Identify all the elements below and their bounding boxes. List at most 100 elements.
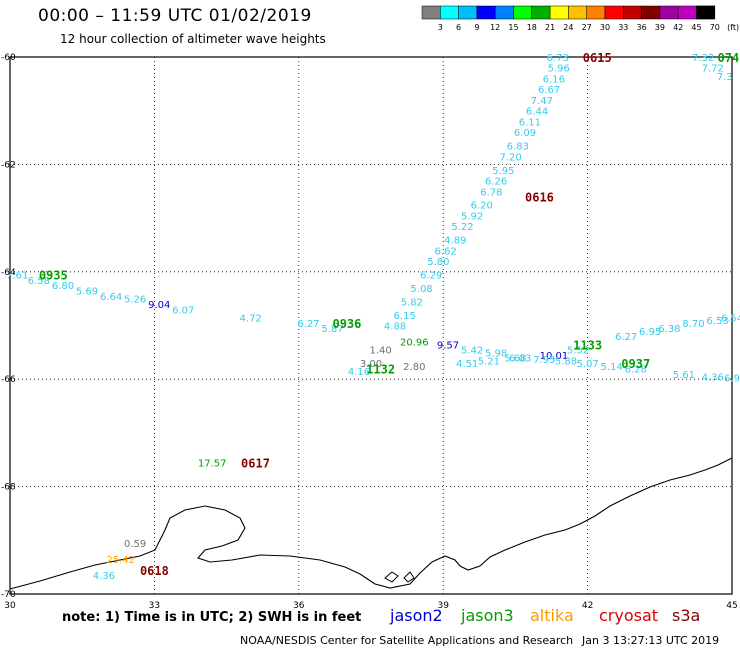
x-tick-label: 36 xyxy=(293,601,305,611)
swh-value: 8.70 xyxy=(682,319,704,330)
colorbar-label: 12 xyxy=(490,23,500,32)
swh-value: 4.89 xyxy=(444,236,466,247)
swh-value: 5.07 xyxy=(576,359,598,370)
colorbar-label: 33 xyxy=(618,23,628,32)
swh-value: 10.01 xyxy=(540,351,569,362)
y-tick-label: -64 xyxy=(1,268,16,278)
swh-value: 5.21 xyxy=(478,356,500,367)
legend-jason3: jason3 xyxy=(461,606,514,625)
chart-title: 00:00 – 11:59 UTC 01/02/2019 xyxy=(38,6,312,26)
colorbar-swatch xyxy=(586,5,606,20)
colorbar-swatch xyxy=(494,5,514,20)
colorbar-label: 30 xyxy=(600,23,610,32)
pass-time-label: 0935 xyxy=(39,268,68,282)
coastline-island xyxy=(384,571,415,583)
swh-value: 4.72 xyxy=(240,313,262,324)
swh-value: 6.83 xyxy=(507,142,529,153)
swh-value: 5.92 xyxy=(461,211,483,222)
swh-value: 5.68 xyxy=(504,354,526,365)
swh-value: 6.44 xyxy=(526,107,548,118)
colorbar-label: 45 xyxy=(691,23,701,32)
swh-value: 7.95 xyxy=(533,355,555,366)
colorbar-swatch xyxy=(531,5,551,20)
credit: NOAA/NESDIS Center for Satellite Applica… xyxy=(240,634,574,647)
pass-time-label: 0616 xyxy=(525,191,554,205)
swh-value: 5.80 xyxy=(427,257,449,268)
swh-value: 5.69 xyxy=(76,287,98,298)
swh-value: 20.96 xyxy=(400,338,429,349)
swh-value: 6.80 xyxy=(52,281,74,292)
swh-value: 6.67 xyxy=(538,85,560,96)
swh-value: 0.59 xyxy=(124,539,146,550)
swh-value: 6.58 xyxy=(28,276,50,287)
colorbar-swatch xyxy=(549,5,569,20)
legend-jason2: jason2 xyxy=(390,606,443,625)
swh-value: 5.82 xyxy=(401,297,423,308)
pass-time-label: 0937 xyxy=(621,357,650,371)
x-tick-label: 39 xyxy=(437,601,449,611)
swh-value: 6.27 xyxy=(615,332,637,343)
colorbar-label: 9 xyxy=(474,23,479,32)
pass-time-label: 0617 xyxy=(241,456,270,470)
colorbar-label: 6 xyxy=(456,23,461,32)
x-tick-label: 42 xyxy=(582,601,593,611)
swh-value: 6.20 xyxy=(471,201,493,212)
swh-value: 6.78 xyxy=(480,187,502,198)
swh-value: 6.95 xyxy=(639,327,661,338)
colorbar-label: (ft) xyxy=(727,23,739,32)
colorbar-swatch xyxy=(623,5,642,20)
legend-cryosat: cryosat xyxy=(599,606,659,625)
swh-value: 6.9 xyxy=(724,374,740,385)
y-tick-label: -70 xyxy=(1,590,16,600)
pass-time-label: 0615 xyxy=(583,51,612,65)
y-tick-label: -62 xyxy=(1,160,16,170)
swh-value: 6.73 xyxy=(547,53,569,64)
swh-value: 9.04 xyxy=(148,300,170,311)
swh-value: 6.29 xyxy=(420,270,442,281)
swh-value: 2.80 xyxy=(403,362,425,373)
colorbar-swatch xyxy=(476,5,496,20)
colorbar-label: 70 xyxy=(710,23,720,32)
swh-value: 5.96 xyxy=(548,64,570,75)
colorbar-swatch xyxy=(641,5,661,20)
swh-value: 7.32 xyxy=(692,53,714,64)
chart-subtitle: 12 hour collection of altimeter wave hei… xyxy=(60,32,326,46)
swh-value: 6.27 xyxy=(297,319,319,330)
colorbar-swatch xyxy=(568,5,587,20)
colorbar-label: 42 xyxy=(673,23,683,32)
swh-value: 6.62 xyxy=(434,246,456,257)
swh-value: 17.57 xyxy=(198,458,227,469)
swh-value: 3.00 xyxy=(360,359,382,370)
pass-time-label: 1132 xyxy=(366,362,395,376)
y-tick-label: -66 xyxy=(1,375,16,385)
colorbar: 3 6 9 12 15 18 21 24 27 30 33 36 39 42 45 70 (ft) xyxy=(421,5,739,32)
swh-value: 5.52 xyxy=(567,346,589,357)
legend-altika: altika xyxy=(530,606,574,625)
swh-value: 9.57 xyxy=(437,340,459,351)
colorbar-swatch xyxy=(677,5,697,20)
axes: 30 33 36 39 42 45 -60 -62 -64 -66 -68 -70 xyxy=(1,53,738,611)
colorbar-swatch xyxy=(440,5,459,20)
swh-value: 5.08 xyxy=(410,284,432,295)
swh-value: 5.88 xyxy=(555,356,577,367)
colorbar-swatch xyxy=(696,5,716,20)
swh-value: 5.26 xyxy=(124,295,146,306)
swh-value: 5.14 xyxy=(601,362,623,373)
swh-value: 4.36 xyxy=(702,373,724,384)
colorbar-swatch xyxy=(421,5,441,20)
x-tick-label: 30 xyxy=(4,601,16,611)
swh-value: 6.26 xyxy=(485,177,507,188)
swh-value: 6.54 xyxy=(721,313,740,324)
colorbar-swatch xyxy=(458,5,478,20)
colorbar-label: 18 xyxy=(527,23,537,32)
swh-value: 6.11 xyxy=(519,117,541,128)
swh-value: 6.38 xyxy=(658,324,680,335)
swh-value: 7.3 xyxy=(717,72,733,83)
swh-value: 5.61 xyxy=(673,370,695,381)
colorbar-label: 3 xyxy=(438,23,443,32)
y-tick-label: -60 xyxy=(1,53,16,63)
pass-time-label: 1133 xyxy=(573,338,602,352)
y-tick-label: -68 xyxy=(1,483,16,493)
colorbar-label: 39 xyxy=(655,23,665,32)
